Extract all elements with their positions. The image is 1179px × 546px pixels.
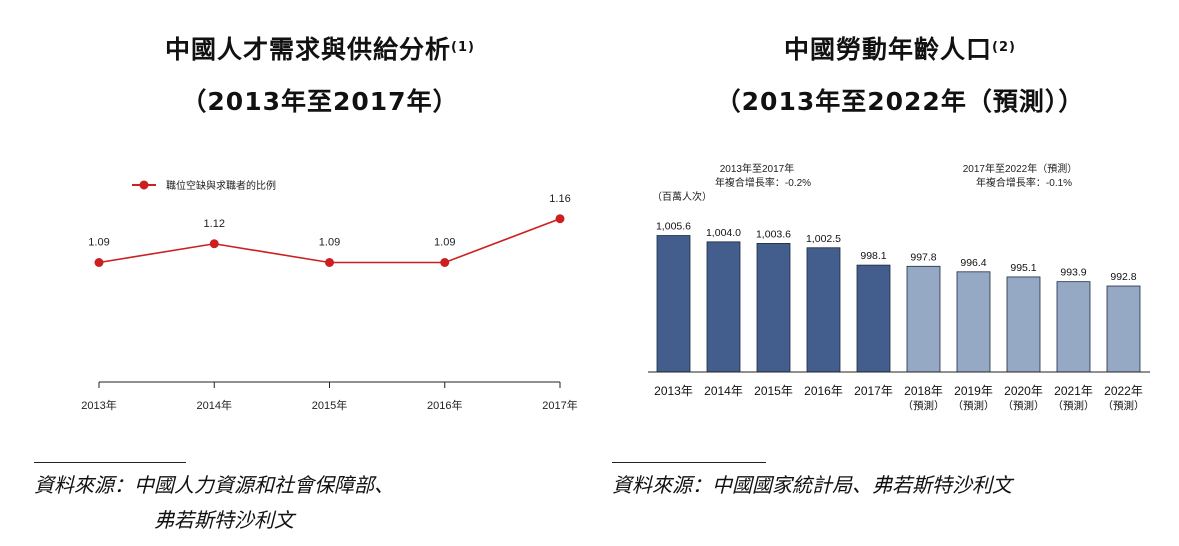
population-bar <box>856 264 891 373</box>
ratio-point <box>555 214 565 224</box>
bar-category-label: 2020年 <box>1004 384 1043 398</box>
legend-label: 職位空缺與求職者的比例 <box>166 179 276 192</box>
bar-category-label: 2014年 <box>704 384 743 398</box>
x-tick-label: 2013年 <box>81 398 116 412</box>
left-source-line1: 資料來源：中國人力資源和社會保障部、 <box>34 473 394 497</box>
left-title-line2: （2013年至2017年） <box>181 87 459 116</box>
bar-value-label: 1,004.0 <box>706 227 741 239</box>
population-bar <box>756 243 791 373</box>
bar-value-label: 995.1 <box>1010 262 1036 274</box>
bar-forecast-label: （預測） <box>1003 399 1045 412</box>
bar-category-label: 2013年 <box>654 384 693 398</box>
cagr-right-rate: 年複合增長率：-0.1% <box>976 176 1072 189</box>
unit-label: （百萬人次） <box>652 190 712 203</box>
bar-forecast-label: （預測） <box>903 399 945 412</box>
bar-category-label: 2022年 <box>1104 384 1143 398</box>
bar-category-label: 2016年 <box>804 384 843 398</box>
population-bar <box>1056 281 1091 373</box>
ratio-point <box>440 258 450 267</box>
bar-value-label: 993.9 <box>1060 267 1086 279</box>
cagr-right-period: 2017年至2022年（預測） <box>963 162 1078 175</box>
right-title-line2: （2013年至2022年（預測）） <box>715 87 1085 116</box>
bar-value-label: 998.1 <box>860 250 886 262</box>
right-title-line1: 中國勞動年齡人口 <box>784 35 993 64</box>
left-title-footnote: (1) <box>451 40 475 55</box>
bar-value-label: 992.8 <box>1110 271 1136 283</box>
bar-value-label: 996.4 <box>960 257 986 269</box>
x-tick-label: 2017年 <box>542 398 577 412</box>
ratio-data-label: 1.09 <box>88 237 109 249</box>
x-tick-label: 2015年 <box>312 398 347 412</box>
bar-category-label: 2019年 <box>954 384 993 398</box>
population-bar <box>1006 276 1041 373</box>
bar-category-label: 2015年 <box>754 384 793 398</box>
ratio-data-label: 1.12 <box>204 218 225 230</box>
ratio-point <box>94 258 104 267</box>
bar-value-label: 1,005.6 <box>656 221 691 233</box>
bar-category-label: 2021年 <box>1054 384 1093 398</box>
right-title-footnote: (2) <box>992 40 1016 55</box>
ratio-data-label: 1.09 <box>319 237 340 249</box>
population-bar <box>706 241 741 373</box>
population-bar <box>906 265 941 373</box>
left-source-line2: 弗若斯特沙利文 <box>154 508 294 532</box>
bar-category-label: 2018年 <box>904 384 943 398</box>
bar-value-label: 1,003.6 <box>756 228 791 240</box>
bar-forecast-label: （預測） <box>953 399 995 412</box>
legend-marker <box>139 180 149 190</box>
ratio-point <box>325 258 334 267</box>
left-source-rule <box>34 462 186 463</box>
population-bar <box>1106 285 1141 373</box>
population-bar <box>956 271 991 373</box>
right-chart-title: 中國勞動年齡人口(2) （2013年至2022年（預測）） <box>630 30 1170 122</box>
ratio-data-label: 1.09 <box>434 237 455 249</box>
right-source-line1: 資料來源：中國國家統計局、弗若斯特沙利文 <box>612 473 1012 497</box>
bar-category-label: 2017年 <box>854 384 893 398</box>
bar-forecast-label: （預測） <box>1053 399 1095 412</box>
bar-value-label: 1,002.5 <box>806 233 841 245</box>
bar-forecast-label: （預測） <box>1103 399 1145 412</box>
ratio-point <box>209 239 219 249</box>
population-bar <box>806 247 841 373</box>
population-bar <box>656 235 691 373</box>
x-tick-label: 2014年 <box>197 398 232 412</box>
left-title-line1: 中國人才需求與供給分析 <box>165 35 452 64</box>
cagr-left-rate: 年複合增長率：-0.2% <box>715 176 811 189</box>
x-tick-label: 2016年 <box>427 398 462 412</box>
left-chart-title: 中國人才需求與供給分析(1) （2013年至2017年） <box>40 30 600 122</box>
bar-value-label: 997.8 <box>910 251 936 263</box>
ratio-data-label: 1.16 <box>549 193 570 205</box>
right-source-rule <box>612 462 766 463</box>
cagr-left-period: 2013年至2017年 <box>720 162 795 175</box>
